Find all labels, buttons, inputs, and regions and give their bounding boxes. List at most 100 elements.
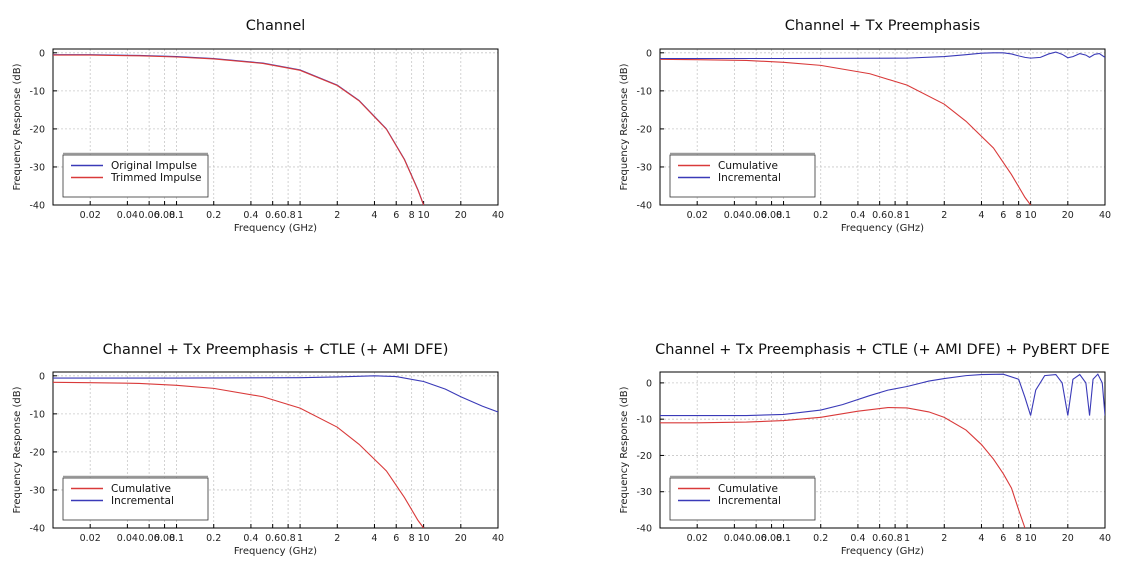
x-tick-label: 1 <box>297 533 303 544</box>
y-tick-label: -20 <box>636 124 652 135</box>
legend-box <box>669 477 816 521</box>
chart-panel-3: Channel + Tx Preemphasis + CTLE (+ AMI D… <box>12 342 504 557</box>
legend-entry-label: Original Impulse <box>111 160 197 172</box>
x-tick-label: 8 <box>1016 533 1022 544</box>
series-line-cumulative <box>53 381 425 528</box>
series-line-cumulative <box>660 58 1032 205</box>
x-tick-label: 0.6 <box>872 533 887 544</box>
x-tick-label: 0.8 <box>281 533 296 544</box>
legend-box <box>62 477 209 521</box>
chart-title: Channel + Tx Preemphasis + CTLE (+ AMI D… <box>103 342 449 358</box>
y-tick-label: -30 <box>636 162 652 173</box>
legend-entry-label: Incremental <box>111 495 174 507</box>
x-tick-label: 8 <box>409 210 415 221</box>
y-tick-label: -40 <box>636 201 652 212</box>
plot-frame <box>52 48 499 206</box>
x-tick-label: 2 <box>941 210 947 221</box>
x-tick-label: 0.8 <box>888 210 903 221</box>
x-tick-label: 0.04 <box>117 210 138 221</box>
x-tick-label: 0.08 <box>761 533 782 544</box>
x-tick-label: 0.06 <box>746 210 767 221</box>
x-axis-label: Frequency (GHz) <box>234 546 317 557</box>
x-tick-label: 10 <box>418 210 430 221</box>
x-tick-label: 0.02 <box>80 210 101 221</box>
x-tick-label: 0.04 <box>724 533 745 544</box>
x-tick-label: 0.02 <box>687 533 708 544</box>
y-tick-label: -10 <box>29 409 45 420</box>
x-tick-label: 6 <box>1000 533 1006 544</box>
x-tick-label: 0.6 <box>265 533 280 544</box>
y-tick-label: -20 <box>29 124 45 135</box>
x-tick-label: 40 <box>1099 210 1111 221</box>
x-tick-label: 6 <box>393 210 399 221</box>
chart-panel-1: Channel 0.02 0.04 0.060.080.1 0.2 0.4 0.6 0.8 1 2… <box>12 18 504 234</box>
x-tick-label: 2 <box>941 533 947 544</box>
x-tick-label: 8 <box>1016 210 1022 221</box>
x-tick-label: 6 <box>1000 210 1006 221</box>
x-tick-label: 0.6 <box>872 210 887 221</box>
x-tick-label: 4 <box>978 533 984 544</box>
chart-panel-2: Channel + Tx Preemphasis 0.02 0.04 0.060.08… <box>619 18 1111 234</box>
x-tick-label: 0.2 <box>813 533 828 544</box>
x-tick-label: 0.02 <box>687 210 708 221</box>
chart-panel-4: Channel + Tx Preemphasis + CTLE (+ AMI D… <box>619 342 1111 557</box>
series-line-incremental <box>53 375 498 413</box>
x-tick-label: 0.02 <box>80 533 101 544</box>
x-tick-label: 6 <box>393 533 399 544</box>
x-tick-label: 40 <box>492 533 504 544</box>
x-tick-label: 0.4 <box>850 533 865 544</box>
y-tick-label: -10 <box>636 415 652 426</box>
series-line-cumulative <box>660 406 1026 528</box>
y-tick-label: 0 <box>39 371 45 382</box>
x-tick-label: 1 <box>904 210 910 221</box>
x-tick-label: 0.1 <box>776 533 791 544</box>
chart-title: Channel <box>246 18 306 34</box>
series-line-incremental <box>660 373 1105 417</box>
x-tick-label: 0.4 <box>243 533 258 544</box>
y-tick-label: 0 <box>646 48 652 59</box>
y-tick-label: 0 <box>646 378 652 389</box>
x-tick-label: 8 <box>409 533 415 544</box>
x-tick-label: 0.2 <box>206 533 221 544</box>
x-tick-label: 4 <box>371 210 377 221</box>
legend-entry-label: Trimmed Impulse <box>110 172 202 184</box>
x-tick-label: 20 <box>1062 533 1074 544</box>
x-tick-label: 2 <box>334 210 340 221</box>
x-axis-label: Frequency (GHz) <box>841 546 924 557</box>
series-line-trimmed-impulse <box>53 54 425 205</box>
x-tick-label: 20 <box>455 210 467 221</box>
y-tick-label: -10 <box>29 86 45 97</box>
x-tick-label: 0.04 <box>724 210 745 221</box>
legend-entry-label: Incremental <box>718 172 781 184</box>
y-tick-label: -20 <box>636 451 652 462</box>
x-tick-label: 20 <box>1062 210 1074 221</box>
y-tick-label: -30 <box>636 487 652 498</box>
x-axis-label: Frequency (GHz) <box>841 223 924 234</box>
y-tick-label: -40 <box>29 201 45 212</box>
x-tick-label: 10 <box>1025 210 1037 221</box>
legend-entry-label: Cumulative <box>718 160 778 172</box>
x-tick-label: 1 <box>904 533 910 544</box>
y-tick-label: 0 <box>39 48 45 59</box>
x-tick-label: 0.8 <box>888 533 903 544</box>
legend-entry-label: Cumulative <box>111 483 171 495</box>
y-tick-label: -40 <box>636 524 652 535</box>
x-tick-label: 0.6 <box>265 210 280 221</box>
y-axis-label: Frequency Response (dB) <box>12 63 23 190</box>
x-tick-label: 2 <box>334 533 340 544</box>
plot-frame <box>52 371 499 529</box>
x-tick-label: 0.4 <box>850 210 865 221</box>
legend-box <box>62 154 209 198</box>
legend-box <box>669 154 816 198</box>
x-tick-label: 0.4 <box>243 210 258 221</box>
x-tick-label: 1 <box>297 210 303 221</box>
y-axis-label: Frequency Response (dB) <box>12 386 23 513</box>
y-tick-label: -40 <box>29 524 45 535</box>
x-tick-label: 10 <box>1025 533 1037 544</box>
x-tick-label: 0.08 <box>154 210 175 221</box>
legend-entry-label: Incremental <box>718 495 781 507</box>
